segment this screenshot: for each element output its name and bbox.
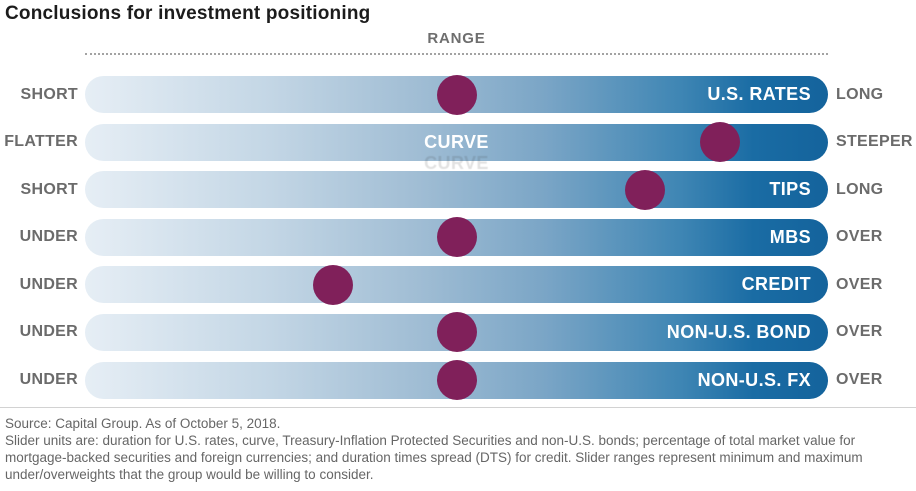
slider-row: FLATTER CURVE STEEPER (0, 122, 916, 163)
slider-left-label: SHORT (20, 85, 78, 103)
slider-name-label: U.S. RATES (707, 84, 811, 104)
position-marker-icon (313, 264, 354, 305)
source-line: Source: Capital Group. As of October 5, … (5, 416, 281, 431)
slider-left-label: FLATTER (4, 133, 78, 151)
slider-left-label: UNDER (19, 275, 78, 293)
slider-name-label: NON-U.S. BOND (666, 321, 811, 342)
position-marker-icon (436, 312, 477, 353)
slider-name-label: MBS (769, 226, 811, 247)
slider-bar: U.S. RATES (85, 74, 828, 115)
slider-right-label: LONG (836, 180, 884, 198)
slider-bar: NON-U.S. BOND (85, 312, 828, 353)
slider-right-label: OVER (836, 371, 883, 389)
slider-row: UNDER MBS OVER (0, 217, 916, 258)
slider-rows: SHORT U.S. RATES LONG FLATTER CURVE STEE… (0, 74, 916, 409)
position-marker-icon (436, 360, 477, 401)
slider-name-label: NON-U.S. FX (697, 369, 811, 390)
slider-name-label: TIPS (769, 179, 811, 200)
slider-right-label: LONG (836, 85, 884, 103)
slider-left-label: UNDER (19, 371, 78, 389)
slider-right-label: STEEPER (836, 133, 913, 151)
slider-left-label: UNDER (19, 323, 78, 341)
slider-right-label: OVER (836, 228, 883, 246)
slider-right-label: OVER (836, 323, 883, 341)
slider-row: UNDER NON-U.S. FX OVER (0, 360, 916, 401)
range-header: RANGE (427, 30, 486, 47)
slider-row: UNDER CREDIT OVER (0, 264, 916, 305)
slider-left-label: UNDER (19, 228, 78, 246)
slider-bar: TIPS (85, 169, 828, 210)
slider-bar: CURVE (85, 122, 828, 163)
slider-row: SHORT U.S. RATES LONG (0, 74, 916, 115)
page-title: Conclusions for investment positioning (5, 3, 371, 24)
slider-left-label: SHORT (20, 180, 78, 198)
position-marker-icon (700, 122, 741, 163)
note-line: Slider units are: duration for U.S. rate… (5, 433, 863, 482)
dotted-divider (85, 53, 828, 55)
slider-row: UNDER NON-U.S. BOND OVER (0, 312, 916, 353)
slider-row: SHORT TIPS LONG (0, 169, 916, 210)
slider-bar: NON-U.S. FX (85, 360, 828, 401)
slider-name-label: CURVE (424, 131, 489, 152)
slider-right-label: OVER (836, 275, 883, 293)
position-marker-icon (436, 74, 477, 115)
slider-bar: CREDIT (85, 264, 828, 305)
position-marker-icon (436, 217, 477, 258)
slider-name-label: CREDIT (741, 274, 811, 295)
position-marker-icon (625, 169, 666, 210)
slider-bar: MBS (85, 217, 828, 258)
footnote: Source: Capital Group. As of October 5, … (0, 407, 916, 483)
